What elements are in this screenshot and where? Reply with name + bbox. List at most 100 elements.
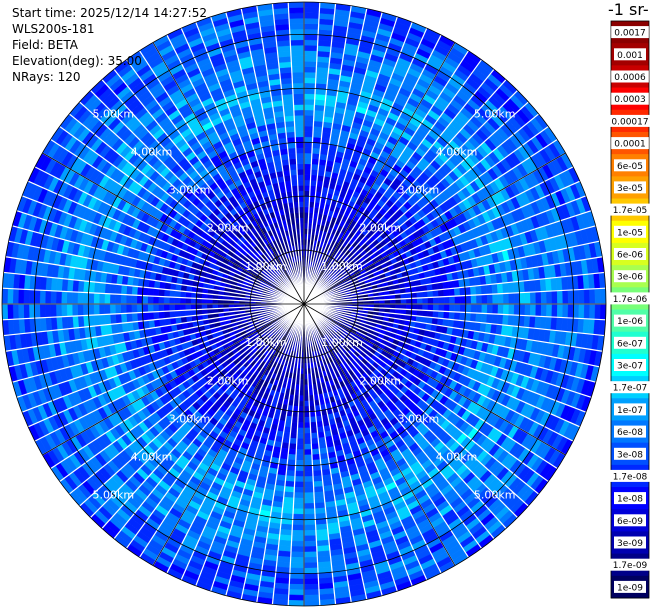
beta-pixel xyxy=(303,125,314,132)
beta-pixel xyxy=(303,454,313,461)
beta-pixel xyxy=(438,303,445,312)
beta-pixel xyxy=(303,61,317,68)
beta-pixel xyxy=(303,93,316,100)
beta-pixel xyxy=(303,513,316,520)
beta-pixel xyxy=(438,296,445,305)
beta-pixel xyxy=(454,295,461,305)
beta-pixel xyxy=(303,589,320,596)
beta-pixel xyxy=(312,475,323,482)
beta-pixel xyxy=(303,174,311,181)
beta-pixel xyxy=(303,179,311,186)
beta-pixel xyxy=(310,163,319,171)
beta-pixel xyxy=(535,303,542,317)
beta-pixel xyxy=(443,303,450,312)
beta-pixel xyxy=(437,289,445,298)
beta-pixel xyxy=(303,168,312,175)
beta-pixel xyxy=(303,23,319,30)
beta-pixel xyxy=(289,578,305,585)
beta-pixel xyxy=(289,562,305,569)
beta-pixel xyxy=(287,599,305,606)
beta-pixel xyxy=(546,303,553,318)
beta-pixel xyxy=(313,120,324,128)
beta-pixel xyxy=(282,502,294,509)
beta-pixel xyxy=(303,55,318,62)
beta-pixel xyxy=(163,310,171,319)
beta-pixel xyxy=(303,503,315,510)
beta-pixel xyxy=(567,303,574,319)
beta-pixel xyxy=(303,438,312,445)
beta-pixel xyxy=(599,287,606,305)
beta-pixel xyxy=(303,556,318,564)
beta-pixel xyxy=(529,291,537,305)
beta-pixel xyxy=(470,294,477,305)
beta-pixel xyxy=(303,470,314,477)
beta-pixel xyxy=(599,303,606,321)
beta-pixel xyxy=(303,190,311,197)
beta-pixel xyxy=(282,496,295,504)
beta-pixel xyxy=(443,288,450,297)
beta-pixel xyxy=(303,476,314,483)
beta-pixel xyxy=(297,427,305,434)
beta-pixel xyxy=(292,513,305,520)
beta-pixel xyxy=(480,313,488,324)
beta-pixel xyxy=(303,465,313,472)
beta-pixel xyxy=(303,422,311,429)
beta-pixel xyxy=(454,303,461,313)
beta-pixel xyxy=(589,303,596,320)
beta-pixel xyxy=(427,297,434,305)
beta-pixel xyxy=(303,449,313,456)
beta-pixel xyxy=(578,289,585,305)
beta-pixel xyxy=(288,583,305,591)
beta-pixel xyxy=(284,480,295,488)
beta-field-pixels xyxy=(2,2,606,606)
beta-pixel xyxy=(459,303,466,313)
beta-pixel xyxy=(295,459,305,466)
beta-pixel xyxy=(294,470,305,477)
beta-pixel xyxy=(303,12,320,19)
beta-pixel xyxy=(303,497,315,504)
beta-pixel xyxy=(290,546,305,553)
beta-pixel xyxy=(292,519,305,526)
beta-pixel xyxy=(311,147,321,155)
beta-pixel xyxy=(486,303,493,315)
beta-pixel xyxy=(449,295,456,305)
beta-pixel xyxy=(594,303,601,320)
beta-pixel xyxy=(556,290,564,305)
beta-pixel xyxy=(497,303,504,315)
beta-pixel xyxy=(562,289,569,305)
beta-pixel xyxy=(594,288,601,305)
beta-pixel xyxy=(285,475,296,482)
beta-pixel xyxy=(507,314,515,327)
beta-pixel xyxy=(109,313,117,325)
beta-pixel xyxy=(416,297,423,305)
beta-pixel xyxy=(303,82,316,89)
beta-pixel xyxy=(476,294,483,305)
beta-pixel xyxy=(303,492,315,499)
beta-pixel xyxy=(303,481,314,488)
beta-pixel xyxy=(310,169,319,176)
beta-pixel xyxy=(535,291,542,305)
beta-pixel xyxy=(519,303,526,316)
beta-pixel xyxy=(496,313,504,326)
beta-pixel xyxy=(303,433,312,440)
beta-pixel xyxy=(313,491,325,499)
beta-pixel xyxy=(481,294,488,305)
beta-pixel xyxy=(296,438,305,445)
beta-pixel xyxy=(486,284,493,295)
beta-pixel xyxy=(303,599,321,606)
beta-pixel xyxy=(288,443,297,450)
beta-pixel xyxy=(297,411,305,418)
beta-pixel xyxy=(314,502,326,509)
beta-pixel xyxy=(288,594,305,601)
beta-pixel xyxy=(303,136,313,143)
beta-pixel xyxy=(573,303,580,319)
beta-pixel xyxy=(303,2,321,9)
beta-pixel xyxy=(303,594,320,601)
beta-pixel xyxy=(313,104,326,112)
beta-pixel xyxy=(411,297,418,305)
beta-pixel xyxy=(303,158,312,165)
beta-pixel xyxy=(422,297,429,305)
beta-pixel xyxy=(449,303,456,313)
beta-pixel xyxy=(476,303,483,314)
beta-pixel xyxy=(303,411,311,418)
